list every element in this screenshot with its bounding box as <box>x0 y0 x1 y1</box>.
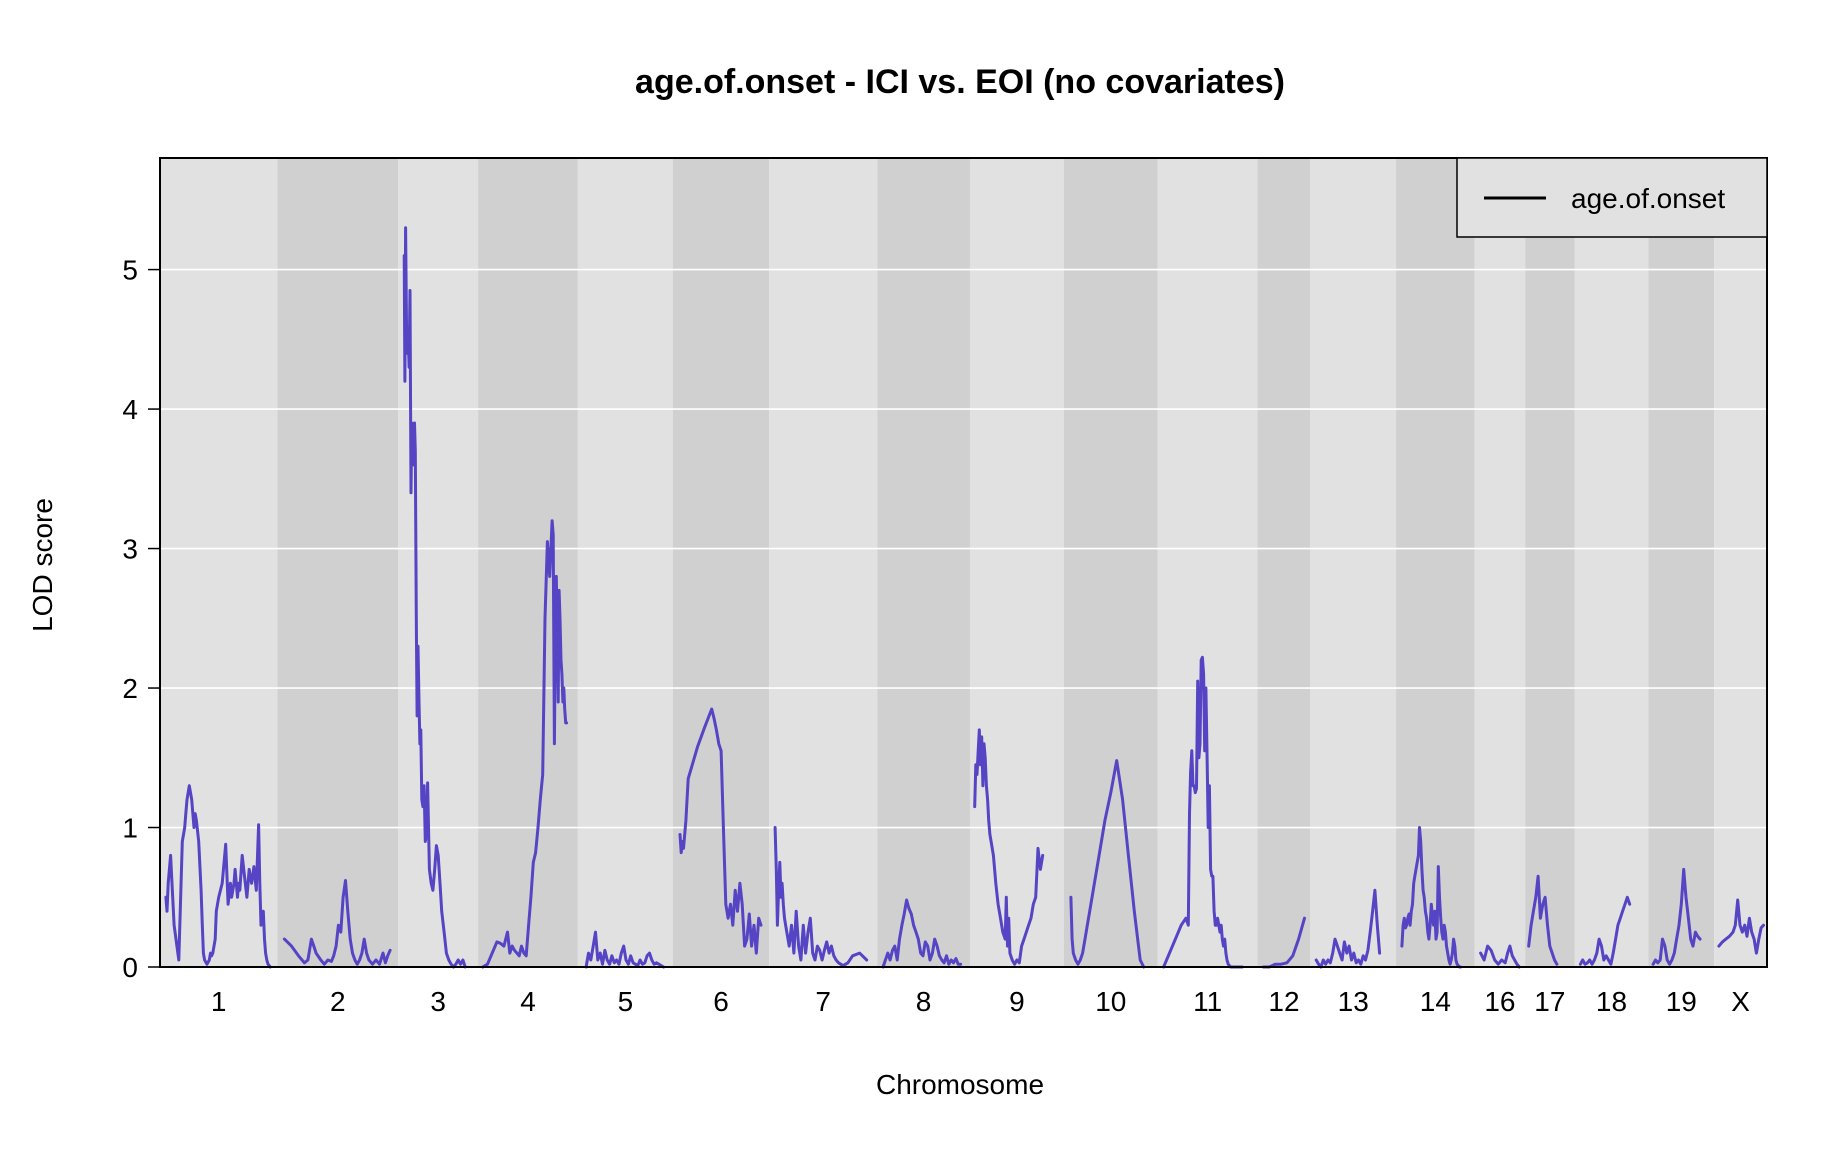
y-tick-label-3: 3 <box>122 534 138 565</box>
x-tick-label-chr-6: 6 <box>713 986 729 1017</box>
x-tick-label-chr-18: 18 <box>1596 986 1627 1017</box>
chromosome-band-16 <box>1474 158 1526 967</box>
chromosome-band-8 <box>877 158 970 967</box>
lod-line-chr-6 <box>678 707 763 955</box>
lod-line-chr-18 <box>1578 895 1632 966</box>
lod-line-chr-14 <box>1400 826 1463 969</box>
lod-line-chr-9 <box>973 728 1045 966</box>
chromosome-band-17 <box>1525 158 1575 967</box>
plot-frame <box>159 157 1768 968</box>
lod-line-chr-4 <box>481 519 569 969</box>
x-tick-label-chr-17: 17 <box>1534 986 1565 1017</box>
y-tick-label-5: 5 <box>122 255 138 286</box>
lod-line-chr-7 <box>773 826 869 968</box>
legend-entry-age-of-onset: age.of.onset <box>1571 183 1725 214</box>
y-tick-label-4: 4 <box>122 394 138 425</box>
x-tick-label-chr-14: 14 <box>1420 986 1451 1017</box>
chromosome-band-14 <box>1396 158 1475 967</box>
lod-line-chr-2 <box>282 879 392 966</box>
chromosome-band-18 <box>1574 158 1649 967</box>
x-tick-label-chr-4: 4 <box>520 986 536 1017</box>
chromosome-band-5 <box>577 158 673 967</box>
chromosome-band-13 <box>1310 158 1397 967</box>
chromosome-band-7 <box>769 158 878 967</box>
x-tick-label-chr-1: 1 <box>211 986 227 1017</box>
x-tick-label-chr-9: 9 <box>1009 986 1025 1017</box>
lod-line-chr-8 <box>881 898 963 969</box>
x-axis-label: Chromosome <box>876 1069 1044 1100</box>
chromosome-band-19 <box>1648 158 1715 967</box>
x-tick-label-chr-13: 13 <box>1338 986 1369 1017</box>
lod-line-chr-x <box>1717 898 1765 955</box>
x-tick-label-chr-19: 19 <box>1666 986 1697 1017</box>
chromosome-band-3 <box>398 158 479 967</box>
y-axis-label: LOD score <box>27 498 58 632</box>
lod-line-chr-3 <box>402 226 467 969</box>
chromosome-band-4 <box>478 158 578 967</box>
x-tick-label-chr-3: 3 <box>430 986 446 1017</box>
lod-line-chr-10 <box>1069 759 1146 969</box>
x-tick-label-chr-x: X <box>1731 986 1750 1017</box>
x-tick-label-chr-2: 2 <box>330 986 346 1017</box>
lod-line-chr-1 <box>164 784 272 969</box>
lod-line-chr-13 <box>1314 888 1382 969</box>
chart-title: age.of.onset - ICI vs. EOI (no covariate… <box>635 63 1285 101</box>
y-tick-label-0: 0 <box>122 952 138 983</box>
y-tick-label-2: 2 <box>122 673 138 704</box>
chromosome-band-12 <box>1257 158 1311 967</box>
x-tick-label-chr-10: 10 <box>1095 986 1126 1017</box>
x-tick-label-chr-16: 16 <box>1484 986 1515 1017</box>
chromosome-band-10 <box>1063 158 1158 967</box>
x-tick-label-chr-7: 7 <box>815 986 831 1017</box>
x-tick-label-chr-8: 8 <box>916 986 932 1017</box>
x-tick-label-chr-5: 5 <box>618 986 634 1017</box>
lod-line-chr-16 <box>1479 944 1521 969</box>
lod-line-chr-17 <box>1527 874 1559 966</box>
legend: age.of.onset <box>1456 157 1768 238</box>
chromosome-band-6 <box>672 158 770 967</box>
lod-line-chr-5 <box>584 930 666 969</box>
y-tick-label-1: 1 <box>122 813 138 844</box>
x-tick-label-chr-12: 12 <box>1268 986 1299 1017</box>
chromosome-band-x <box>1714 158 1767 967</box>
chromosome-band-9 <box>969 158 1064 967</box>
chromosome-band-11 <box>1157 158 1258 967</box>
lod-line-chr-19 <box>1651 867 1702 966</box>
chromosome-band-2 <box>277 158 399 967</box>
x-tick-label-chr-11: 11 <box>1193 986 1222 1017</box>
